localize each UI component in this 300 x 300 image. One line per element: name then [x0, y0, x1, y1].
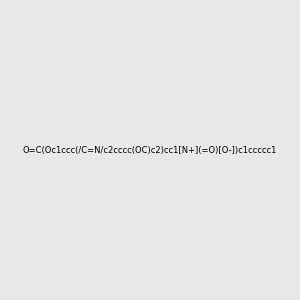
- Text: O=C(Oc1ccc(/C=N/c2cccc(OC)c2)cc1[N+](=O)[O-])c1ccccc1: O=C(Oc1ccc(/C=N/c2cccc(OC)c2)cc1[N+](=O)…: [23, 146, 277, 154]
